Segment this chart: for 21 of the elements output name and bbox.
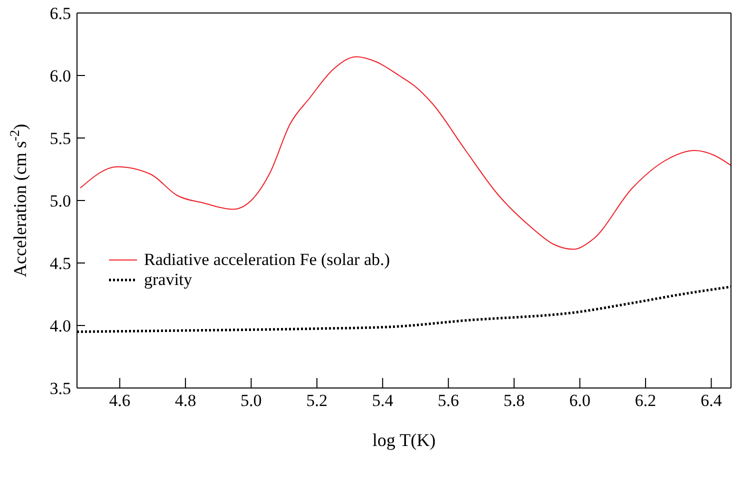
x-tick-label: 6.0 (569, 391, 590, 410)
y-tick-label: 5.5 (50, 129, 71, 148)
x-tick-label: 4.8 (174, 391, 196, 410)
x-tick-label: 5.6 (438, 391, 459, 410)
x-tick-label: 5.8 (503, 391, 525, 410)
legend-label: Radiative acceleration Fe (solar ab.) (144, 250, 390, 270)
y-tick-label: 6.0 (50, 66, 71, 86)
x-tick-label: 6.4 (700, 391, 722, 410)
x-tick-label: 6.2 (634, 391, 656, 410)
y-tick-label: 3.5 (50, 379, 71, 398)
x-tick-label: 5.4 (372, 391, 394, 410)
x-tick-label: 5.2 (306, 391, 328, 410)
x-tick-label: 5.0 (240, 391, 262, 410)
y-tick-label: 6.5 (50, 4, 71, 24)
y-tick-label: 4.0 (50, 316, 71, 336)
y-tick-label: 4.5 (50, 254, 71, 274)
legend-label: gravity (144, 270, 192, 290)
x-axis-title: log T(K) (372, 430, 436, 450)
y-tick-label: 5.0 (50, 192, 71, 211)
line-series (80, 56, 731, 250)
x-tick-label: 4.6 (109, 391, 130, 410)
